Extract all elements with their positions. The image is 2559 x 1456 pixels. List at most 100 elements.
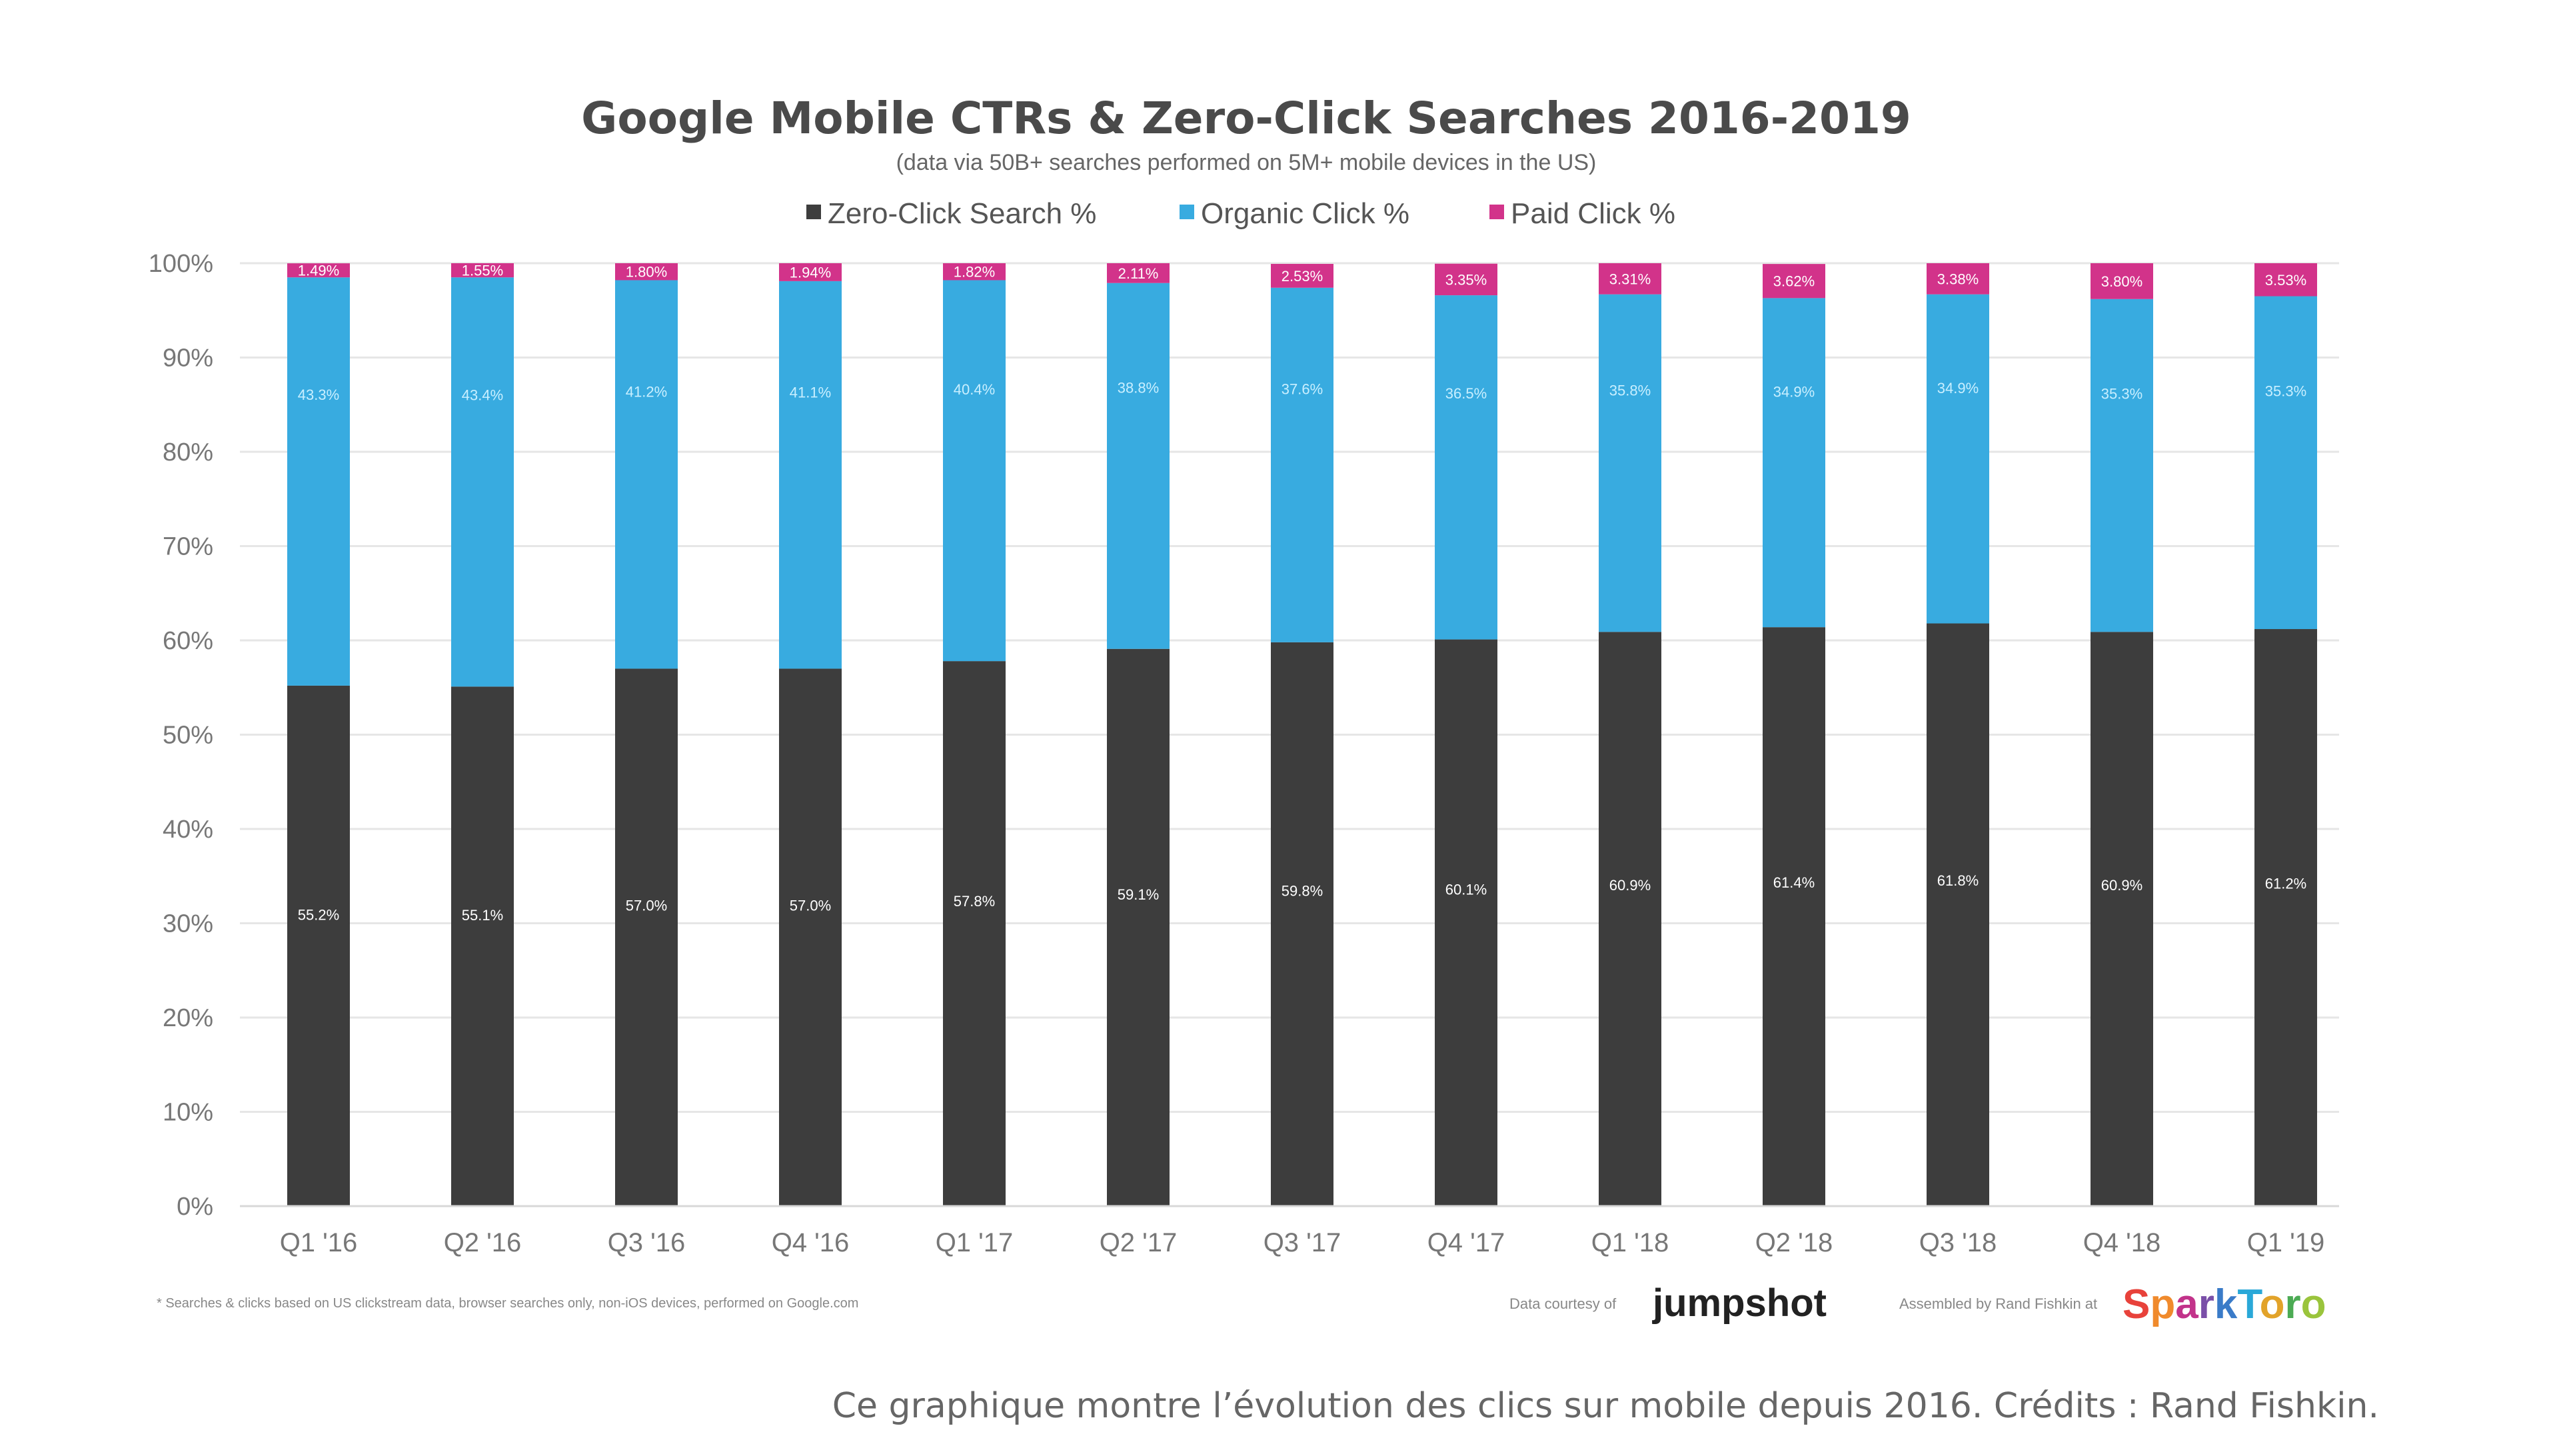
x-tick-label: Q1 '16: [280, 1228, 358, 1257]
data-label: 35.8%: [1609, 382, 1651, 399]
bar-segment-organic: [1763, 298, 1825, 628]
bar-segment-paid: [2254, 263, 2317, 297]
data-label: 1.80%: [626, 264, 667, 281]
bar-segment-zero-click: [1107, 648, 1170, 1206]
bar-segment-paid: [1599, 263, 1661, 295]
bar-segment-paid: [287, 263, 350, 278]
bar-segment-paid: [943, 263, 1006, 281]
data-label: 2.53%: [1281, 268, 1323, 285]
assembled-by-label: Assembled by Rand Fishkin at: [1899, 1295, 2097, 1312]
bar-segment-organic: [779, 281, 842, 669]
data-label: 34.9%: [1773, 384, 1815, 400]
legend-label: Zero-Click Search %: [828, 197, 1096, 230]
bar-segment-zero-click: [1763, 627, 1825, 1206]
bar-segment-organic: [1271, 287, 1333, 642]
x-tick-label: Q3 '18: [1919, 1228, 1997, 1257]
data-label: 35.3%: [2101, 386, 2142, 402]
data-label: 61.2%: [2265, 876, 2306, 892]
legend-swatch: [1180, 205, 1194, 219]
bar-segment-organic: [287, 277, 350, 686]
bars: 55.2% 43.3% 1.49% 55.1% 43.4% 1.55% 57.0% 41.2%…: [287, 263, 2317, 1206]
data-label: 3.80%: [2101, 273, 2142, 290]
data-label: 57.0%: [626, 897, 667, 914]
y-axis: 0% 10% 20% 30% 40% 50% 60% 70% 80% 90% 100%: [149, 250, 213, 1221]
legend-label: Paid Click %: [1511, 197, 1675, 230]
x-tick-label: Q4 '16: [772, 1228, 850, 1257]
bar-segment-zero-click: [1927, 623, 1989, 1206]
data-label: 57.0%: [790, 897, 831, 914]
data-label: 55.1%: [462, 907, 503, 924]
image-caption: Ce graphique montre l’évolution des clic…: [832, 1386, 2379, 1426]
legend: Zero-Click Search % Organic Click % Paid C…: [806, 197, 1675, 230]
bar-segment-zero-click: [779, 668, 842, 1206]
x-axis: Q1 '16 Q2 '16 Q3 '16 Q4 '16 Q1 '17 Q2 '17 Q3 '…: [240, 1205, 2339, 1257]
y-tick-label: 100%: [149, 250, 213, 278]
data-label: 36.5%: [1445, 385, 1487, 402]
bar-segment-organic: [451, 277, 514, 687]
data-label: 1.94%: [790, 264, 831, 281]
data-label: 41.1%: [790, 384, 831, 400]
chart-title: Google Mobile CTRs & Zero-Click Searches…: [581, 93, 1911, 144]
bar-segment-organic: [1927, 294, 1989, 624]
data-label: 1.49%: [298, 263, 339, 279]
bar-segment-organic: [615, 280, 678, 669]
y-tick-label: 70%: [163, 533, 213, 561]
legend-label: Organic Click %: [1201, 197, 1409, 230]
x-tick-label: Q1 '17: [936, 1228, 1014, 1257]
bar-segment-paid: [1107, 263, 1170, 283]
bar-segment-paid: [2091, 263, 2153, 299]
data-label: 37.6%: [1281, 380, 1323, 397]
data-label: 60.9%: [1609, 877, 1651, 894]
bar-segment-zero-click: [1599, 632, 1661, 1206]
data-label: 61.4%: [1773, 874, 1815, 891]
data-label: 61.8%: [1937, 872, 1979, 889]
bar-segment-paid: [779, 263, 842, 281]
data-label: 1.82%: [954, 264, 995, 281]
bar-segment-zero-click: [943, 661, 1006, 1206]
y-tick-label: 10%: [163, 1099, 213, 1127]
data-label: 40.4%: [954, 381, 995, 398]
bar-segment-zero-click: [451, 686, 514, 1206]
data-courtesy-label: Data courtesy of: [1509, 1295, 1617, 1312]
bar-segment-paid: [1927, 263, 1989, 295]
data-label: 34.9%: [1937, 380, 1979, 396]
data-label: 2.11%: [1118, 265, 1159, 282]
data-label: 60.9%: [2101, 877, 2142, 894]
bar-segment-zero-click: [615, 668, 678, 1206]
y-tick-label: 50%: [163, 722, 213, 750]
legend-swatch: [1489, 205, 1504, 219]
y-tick-label: 60%: [163, 627, 213, 655]
y-tick-label: 0%: [177, 1193, 213, 1221]
y-tick-label: 40%: [163, 816, 213, 844]
data-label: 3.53%: [2265, 272, 2306, 289]
bar-segment-zero-click: [1435, 639, 1497, 1206]
footnote: * Searches & clicks based on US clickstr…: [157, 1296, 858, 1311]
sparktoro-logo: SparkToro: [2123, 1281, 2326, 1327]
bar-segment-paid: [1435, 263, 1497, 296]
y-tick-label: 30%: [163, 910, 213, 938]
bar-segment-paid: [615, 263, 678, 281]
bar-segment-organic: [943, 280, 1006, 662]
y-tick-label: 20%: [163, 1004, 213, 1032]
data-label: 41.2%: [626, 383, 667, 400]
bar-segment-paid: [1763, 264, 1825, 299]
data-label: 59.1%: [1118, 886, 1159, 903]
x-tick-label: Q2 '17: [1100, 1228, 1178, 1257]
bar-segment-zero-click: [287, 685, 350, 1206]
data-label: 3.62%: [1773, 273, 1815, 290]
x-tick-label: Q3 '17: [1264, 1228, 1341, 1257]
bar-segment-paid: [451, 263, 514, 278]
data-label: 3.38%: [1937, 271, 1979, 287]
x-tick-label: Q2 '16: [444, 1228, 522, 1257]
data-label: 3.31%: [1609, 271, 1651, 287]
data-label: 59.8%: [1281, 883, 1323, 900]
bar-segment-zero-click: [2091, 632, 2153, 1206]
bar-segment-paid: [1271, 263, 1333, 288]
data-label: 43.3%: [298, 386, 339, 403]
x-tick-label: Q3 '16: [608, 1228, 686, 1257]
bar-segment-organic: [2254, 296, 2317, 630]
x-tick-label: Q2 '18: [1755, 1228, 1833, 1257]
data-label: 3.35%: [1445, 271, 1487, 288]
bar-segment-organic: [1599, 294, 1661, 632]
